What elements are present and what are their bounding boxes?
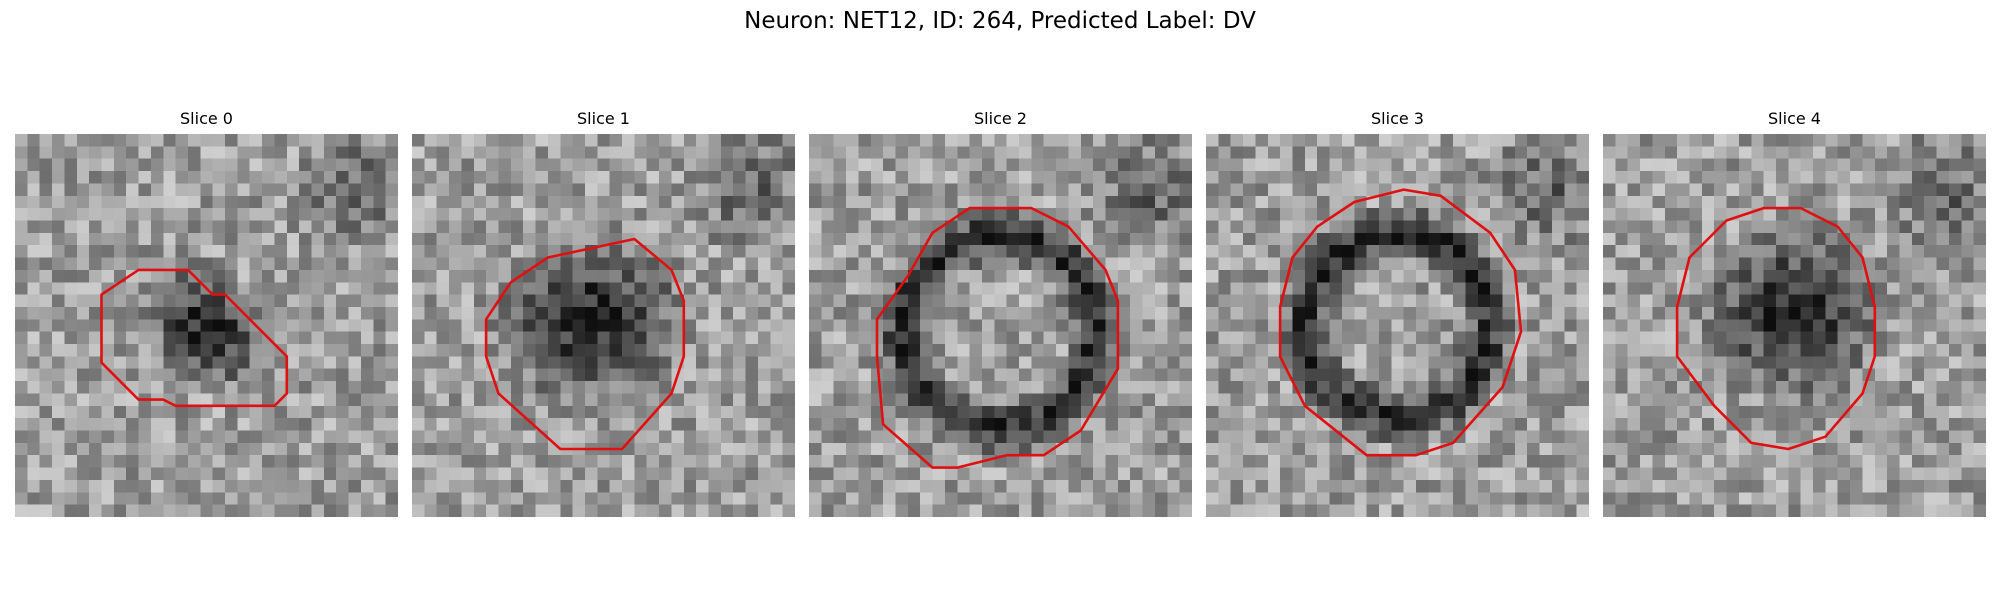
slice-0-pixels	[15, 134, 398, 517]
slice-panel-4: Slice 4	[1603, 108, 1986, 517]
figure-title: Neuron: NET12, ID: 264, Predicted Label:…	[744, 8, 1256, 34]
slice-panel-3: Slice 3	[1206, 108, 1589, 517]
slice-2-outline	[875, 206, 1120, 469]
slice-4-pixels	[1603, 134, 1986, 517]
slice-0-outline	[100, 268, 289, 408]
slice-3-outline	[1278, 188, 1523, 457]
slice-1-svg	[412, 134, 795, 517]
slice-image-4	[1603, 134, 1986, 517]
slice-image-0	[15, 134, 398, 517]
slice-title-2: Slice 2	[974, 109, 1027, 128]
slice-title-0: Slice 0	[180, 109, 233, 128]
slice-4-svg	[1603, 134, 1986, 517]
slice-2-svg	[809, 134, 1192, 517]
slice-2-pixels	[809, 134, 1192, 517]
slice-3-pixels	[1206, 134, 1589, 517]
slice-title-3: Slice 3	[1371, 109, 1424, 128]
slice-panel-1: Slice 1	[412, 108, 795, 517]
slice-image-1	[412, 134, 795, 517]
slice-4-outline	[1675, 206, 1877, 451]
slice-panel-2: Slice 2	[809, 108, 1192, 517]
slice-panel-0: Slice 0	[15, 108, 398, 517]
slice-title-4: Slice 4	[1768, 109, 1821, 128]
slice-image-2	[809, 134, 1192, 517]
slice-1-outline	[484, 237, 686, 451]
slice-1-pixels	[412, 134, 795, 517]
slice-3-svg	[1206, 134, 1589, 517]
slice-0-svg	[15, 134, 398, 517]
slice-title-1: Slice 1	[577, 109, 630, 128]
slice-image-3	[1206, 134, 1589, 517]
